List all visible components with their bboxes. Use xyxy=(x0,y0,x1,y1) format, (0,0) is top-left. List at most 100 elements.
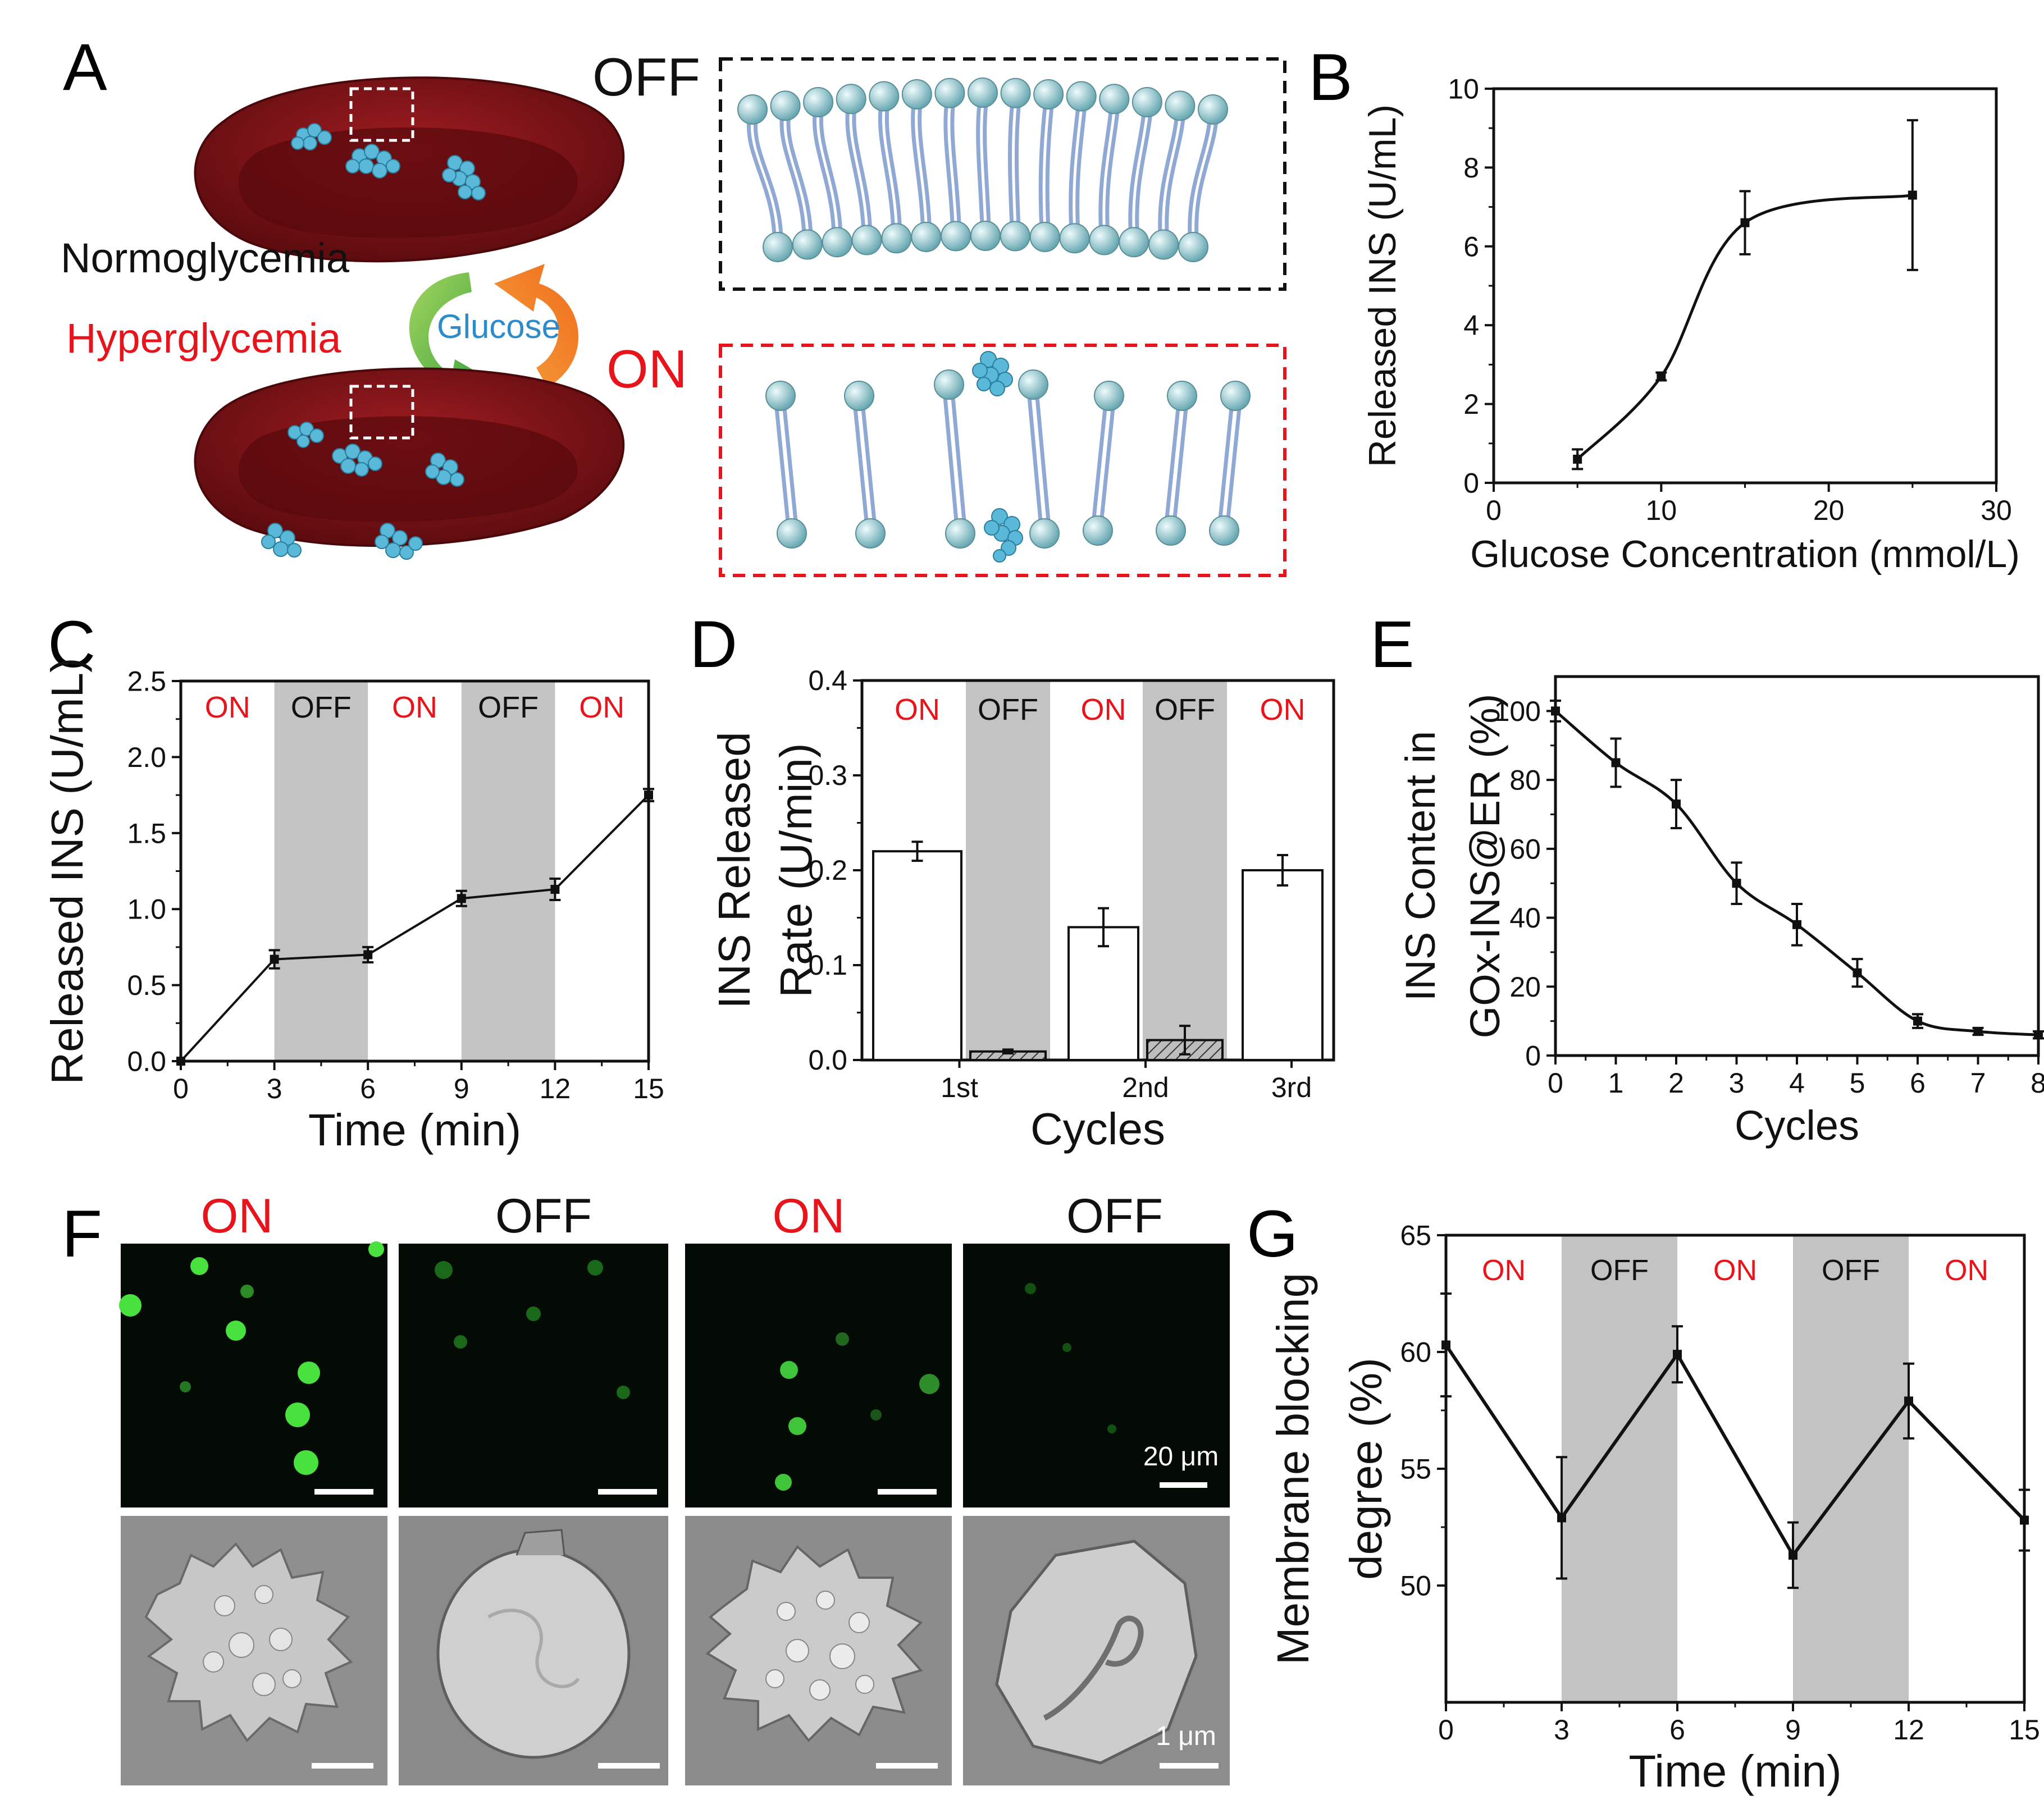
panel-label-d: D xyxy=(690,607,737,682)
x-tick-label: 10 xyxy=(1646,495,1677,526)
lipid-tail xyxy=(1218,408,1234,519)
data-point xyxy=(270,954,279,964)
series-line xyxy=(1444,1344,2026,1559)
data-point xyxy=(550,884,560,894)
y-tick-label: 0 xyxy=(1463,468,1479,499)
lipid-tail xyxy=(1128,113,1146,231)
off-membrane-box xyxy=(719,57,1286,291)
panel-label-e: E xyxy=(1370,607,1415,682)
sem-image-off-1 xyxy=(399,1516,668,1785)
bar xyxy=(1242,869,1324,1061)
lipid-head xyxy=(911,221,942,252)
lipid-head xyxy=(945,518,975,549)
lipid-tail xyxy=(1035,396,1051,522)
x-tick-label: 3rd xyxy=(1271,1072,1312,1103)
lipid-tail xyxy=(976,103,984,225)
off-phase-shading xyxy=(966,680,1050,1060)
closed-membrane xyxy=(737,77,1228,262)
y-tick-label: 2.5 xyxy=(127,666,166,697)
y-tick-label: 50 xyxy=(1400,1570,1431,1602)
lipid-tail xyxy=(1165,116,1185,234)
off-phase-shading xyxy=(1793,1235,1909,1702)
x-tick-label: 6 xyxy=(1669,1714,1685,1746)
x-tick-label: 0 xyxy=(173,1073,189,1104)
red-blood-cell-normoglycemia xyxy=(194,76,625,263)
data-point xyxy=(1908,190,1917,200)
insulin-cluster xyxy=(261,422,464,560)
y-tick-label: 10 xyxy=(1448,74,1479,105)
y-tick-label: 2.0 xyxy=(127,742,166,773)
y-tick-label: 0.0 xyxy=(808,1044,847,1076)
y-tick-label: 0.5 xyxy=(127,970,166,1001)
lipid-head xyxy=(763,232,793,262)
insulin-passing-membrane xyxy=(972,351,1023,563)
x-axis-label: Glucose Concentration (mmol/L) xyxy=(1470,533,2020,575)
lipid-tail xyxy=(943,104,955,225)
y-tick-label: 80 xyxy=(1509,765,1541,796)
lipid-tail xyxy=(1194,120,1219,236)
sem-image-on-1 xyxy=(121,1516,387,1785)
lipid-head xyxy=(1132,86,1162,117)
data-point xyxy=(1557,1513,1566,1523)
off-phase-shading xyxy=(1143,680,1227,1060)
data-point xyxy=(1740,218,1750,227)
data-point xyxy=(1904,1396,1913,1406)
panel-g-chart: G ON OFF ON OFF ON 0 3 6 9 12 15 50 55 60 65 Time (min)… xyxy=(1247,1197,2040,1796)
lipid-head xyxy=(855,518,886,549)
x-tick-label: 3 xyxy=(267,1073,282,1104)
x-axis-label: Cycles xyxy=(1030,1104,1165,1154)
x-tick-label: 3 xyxy=(1554,1714,1570,1746)
y-axis-label: INS Content in xyxy=(1397,731,1444,1001)
plot-frame xyxy=(1554,675,2040,1057)
data-point xyxy=(1732,879,1741,888)
x-tick-label: 6 xyxy=(1910,1067,1926,1099)
y-tick-label: 0.4 xyxy=(808,665,847,696)
lipid-head xyxy=(1059,223,1090,254)
phase-label: ON xyxy=(1081,693,1126,727)
data-point xyxy=(1913,1016,1922,1026)
data-point xyxy=(363,950,373,960)
panel-c-chart: C ON OFF ON OFF ON 0 3 6 9 12 15 0.0 0.5 1.0 1.5 2.0 2.5… xyxy=(42,607,664,1155)
x-tick-label: 6 xyxy=(360,1073,376,1104)
lipid-tail xyxy=(1099,408,1115,519)
data-point xyxy=(1792,920,1801,929)
lipid-tail xyxy=(1105,109,1120,229)
lipid-head xyxy=(1178,232,1208,262)
x-tick-label: 2nd xyxy=(1122,1072,1169,1103)
lipid-head xyxy=(968,77,998,108)
lipid-tail xyxy=(746,120,777,236)
y-tick-label: 0.3 xyxy=(808,760,847,791)
y-tick-label: 0.2 xyxy=(808,855,847,886)
y-axis-label: Released INS (U/mL) xyxy=(1361,104,1404,467)
micrograph-state-label: ON xyxy=(201,1189,273,1243)
lipid-tail xyxy=(845,109,866,229)
lipid-tail xyxy=(786,116,813,234)
phase-label: ON xyxy=(1260,693,1306,727)
data-point xyxy=(1973,1027,1983,1036)
data-point xyxy=(1573,454,1582,464)
data-point xyxy=(1788,1550,1797,1560)
x-tick-label: 1st xyxy=(941,1072,978,1103)
scale-bar-20um xyxy=(1160,1482,1207,1488)
y-tick-label: 1.0 xyxy=(127,894,166,925)
lipid-tail xyxy=(1069,107,1080,227)
insulin-cluster xyxy=(291,123,486,200)
scale-bar-label-1um: 1 μm xyxy=(1156,1721,1216,1751)
fit-curve xyxy=(1554,710,2039,1036)
lipid-head xyxy=(901,79,932,109)
lipid-head xyxy=(836,84,866,115)
fluorescence-image-on-1 xyxy=(119,1241,387,1508)
lipid-head xyxy=(869,81,900,112)
lipid-tail xyxy=(1075,107,1087,227)
plot-frame xyxy=(1492,87,1998,485)
y-tick-label: 65 xyxy=(1400,1220,1431,1251)
phase-label: OFF xyxy=(1590,1254,1649,1287)
x-tick-label: 4 xyxy=(1789,1067,1805,1099)
phase-label: ON xyxy=(1945,1254,1988,1287)
lipid-tail xyxy=(1158,116,1179,234)
data-point xyxy=(1853,968,1862,977)
y-tick-label: 0 xyxy=(1525,1040,1541,1072)
lipid-tail xyxy=(943,396,959,522)
y-tick-label: 20 xyxy=(1509,971,1541,1003)
